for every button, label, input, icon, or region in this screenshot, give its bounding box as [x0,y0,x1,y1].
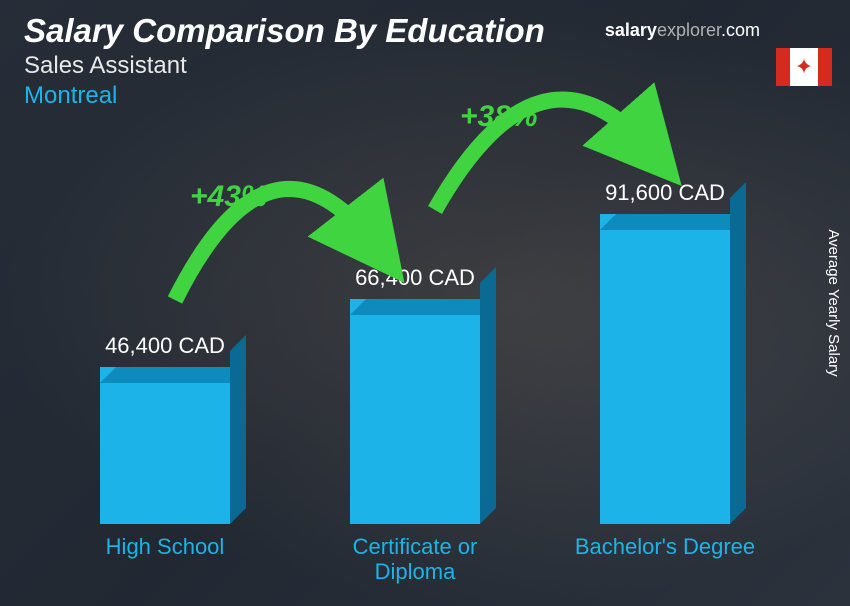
bar-side-1 [480,267,496,524]
brand-bold: salary [605,20,657,40]
bar-top-0 [100,367,246,383]
bar-1 [350,299,480,524]
canada-flag-icon: ✦ [776,48,832,86]
flag-red-left [776,48,790,86]
bar-front-0 [100,367,230,524]
brand-suffix: .com [721,20,760,40]
yaxis-label: Average Yearly Salary [825,229,842,376]
bar-label-1: Certificate or Diploma [315,534,515,588]
bar-value-0: 46,400 CAD [105,333,225,359]
flag-red-right [818,48,832,86]
bar-group-0: 46,400 CAD High School [65,333,265,588]
bar-front-2 [600,214,730,524]
bar-side-2 [730,182,746,524]
maple-leaf-icon: ✦ [795,56,813,78]
bar-front-1 [350,299,480,524]
bar-0 [100,367,230,524]
brand-light: explorer [657,20,721,40]
page-title: Salary Comparison By Education [24,12,545,50]
increase-arc-1 [140,130,420,330]
brand-logo: salaryexplorer.com [605,20,760,41]
bar-side-0 [230,335,246,524]
bar-label-2: Bachelor's Degree [575,534,755,588]
header: Salary Comparison By Education Sales Ass… [24,12,545,110]
location-label: Montreal [24,82,545,110]
bar-label-0: High School [106,534,225,588]
bar-2 [600,214,730,524]
pct-increase-1: +43% [190,180,268,214]
job-subtitle: Sales Assistant [24,52,545,80]
flag-white-center: ✦ [790,48,818,86]
